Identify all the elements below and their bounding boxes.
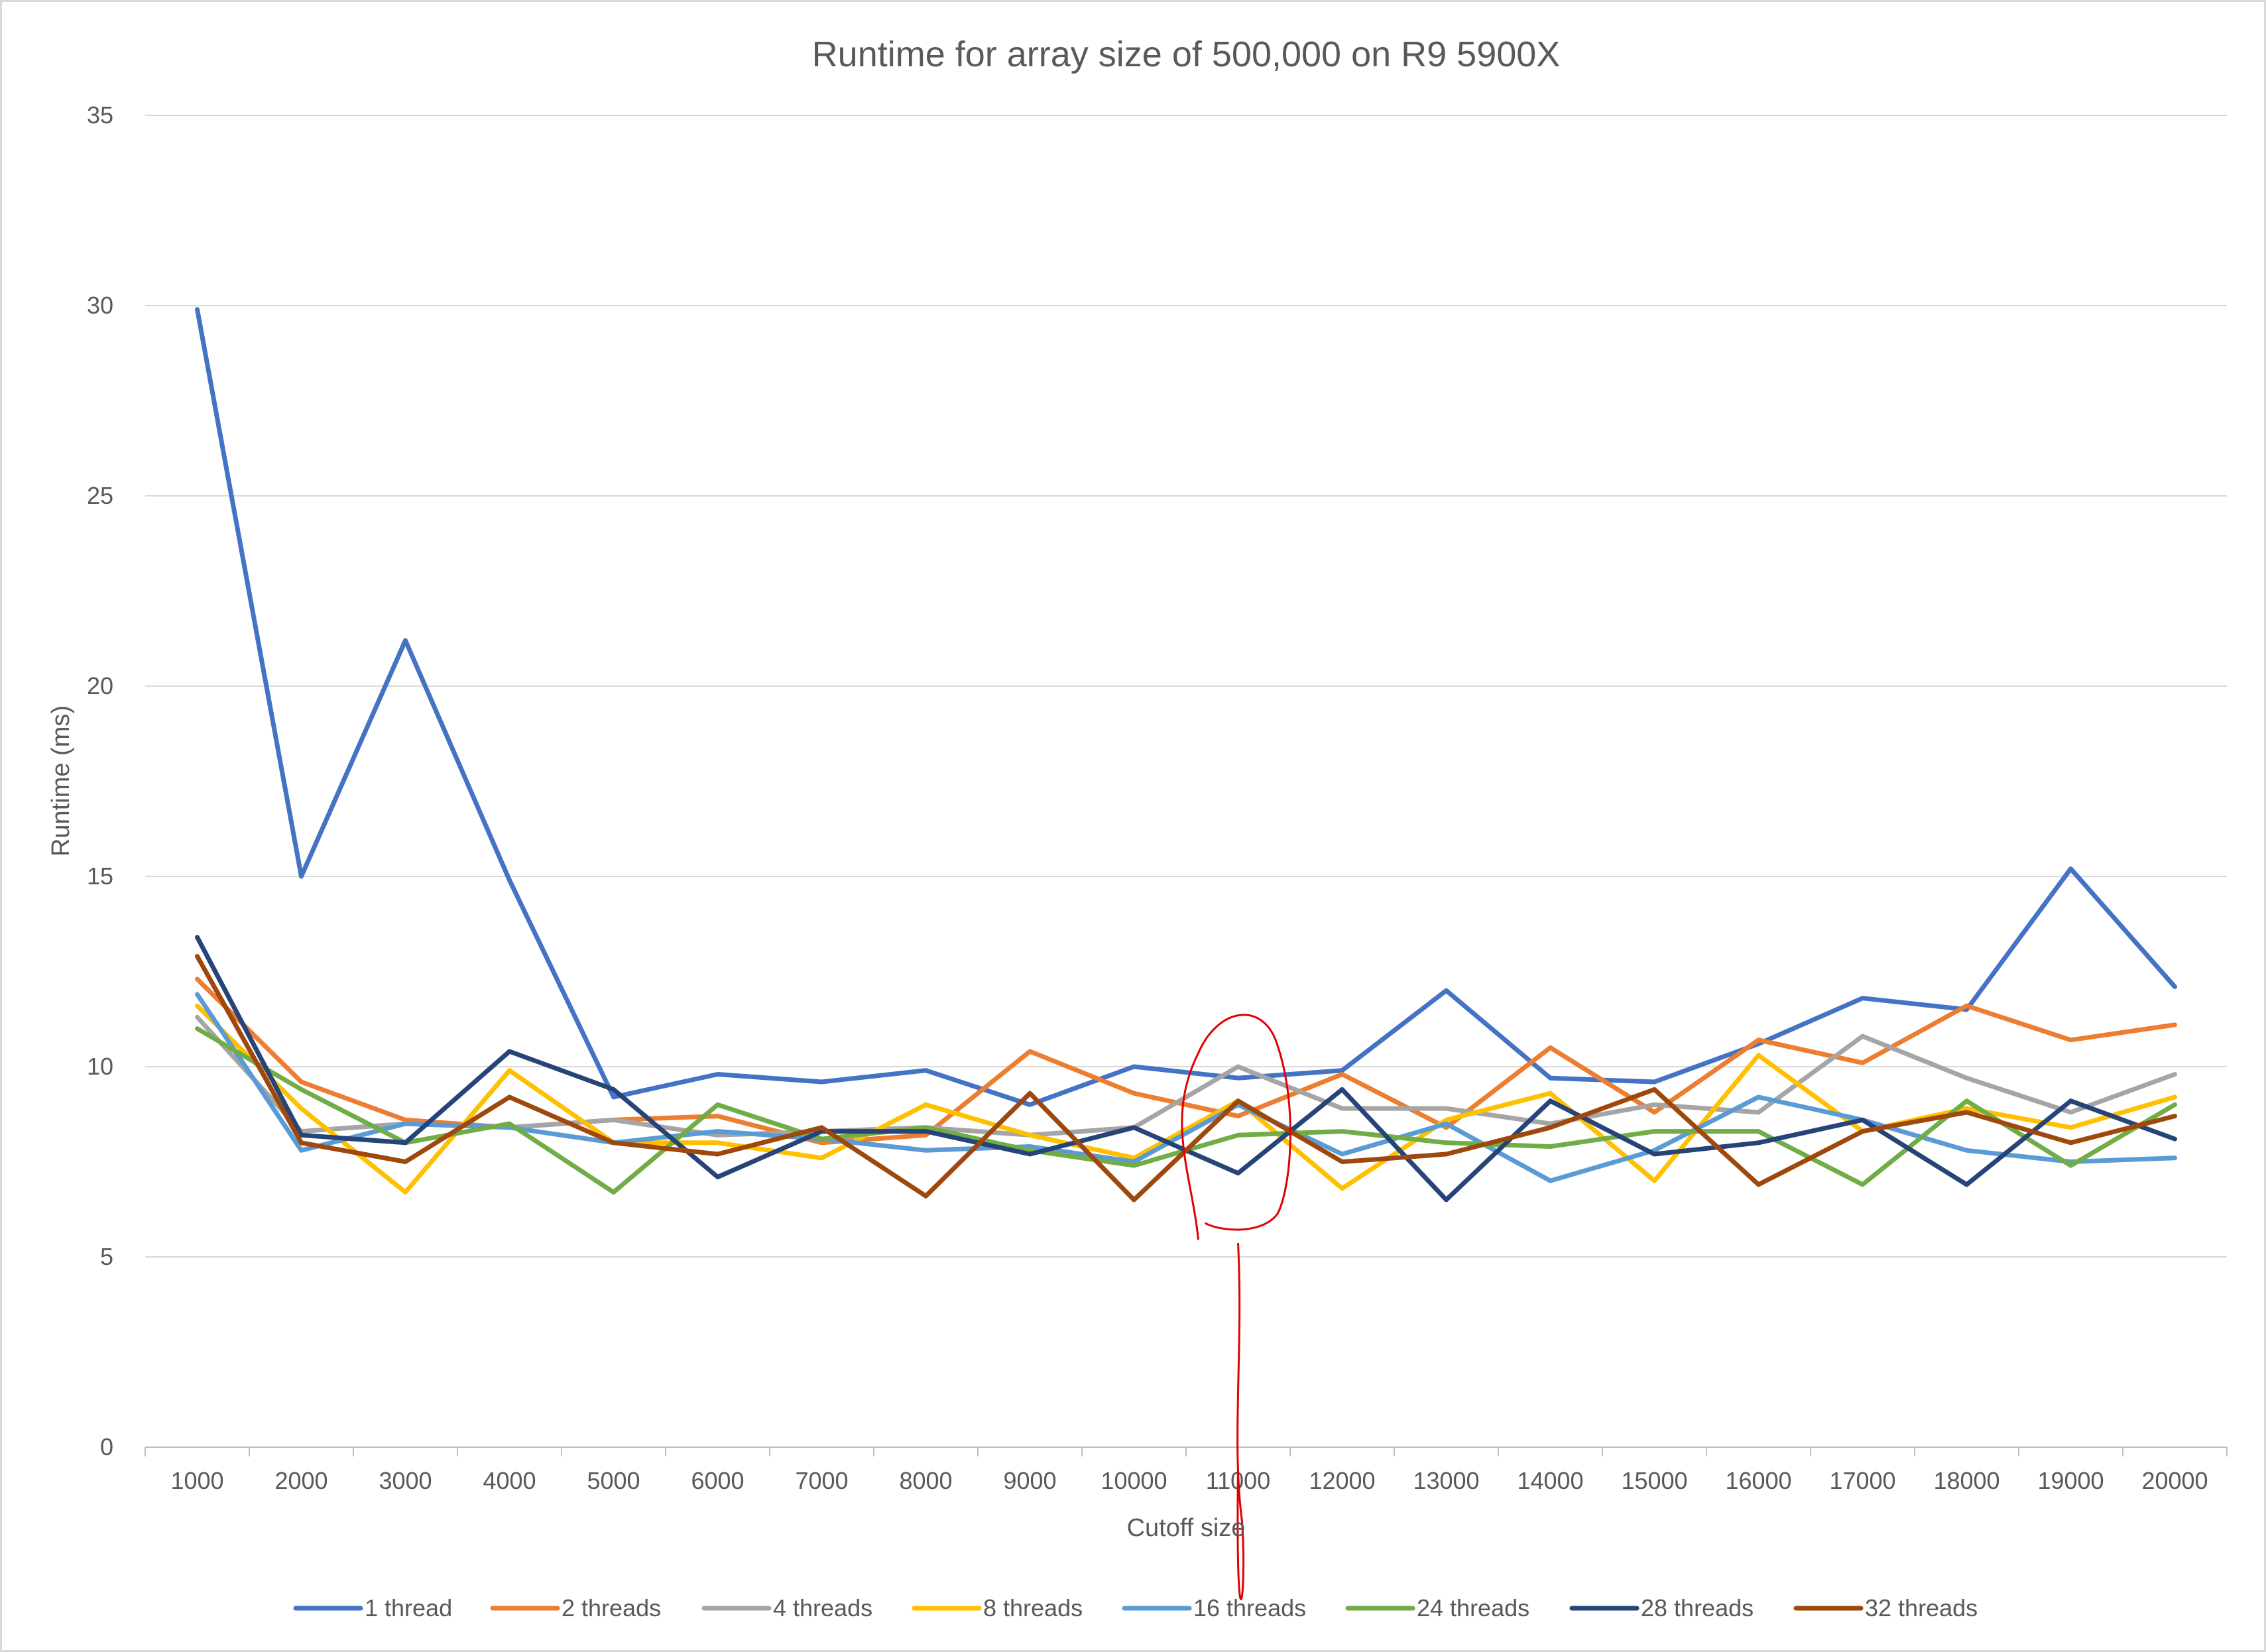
y-tick-label: 0 [100,1433,113,1460]
legend-label: 8 threads [983,1594,1083,1622]
annotation-arrow-line [1236,1243,1245,1600]
series-line-1-thread [195,307,2177,1107]
chart-title: Runtime for array size of 500,000 on R9 … [812,34,1561,74]
x-tick-label: 16000 [1725,1467,1791,1494]
legend-item-28-threads: 28 threads [1569,1594,1754,1622]
y-tick-label: 30 [87,292,113,319]
series-line-16-threads [195,992,2177,1183]
x-tick-label: 1000 [170,1467,223,1494]
x-tick-label: 17000 [1829,1467,1895,1494]
annotation-circle [1181,1014,1291,1240]
legend-item-2-threads: 2 threads [490,1594,661,1622]
legend-label: 1 thread [365,1594,452,1622]
legend-label: 28 threads [1641,1594,1754,1622]
x-tick-label: 3000 [379,1467,432,1494]
series-line-2-threads [195,976,2177,1146]
legend-label: 16 threads [1193,1594,1306,1622]
legend-label: 32 threads [1865,1594,1978,1622]
x-tick-label: 4000 [483,1467,536,1494]
y-tick-label: 5 [100,1243,113,1270]
x-axis-title: Cutoff size [1127,1514,1246,1542]
series-line-32-threads [195,954,2177,1203]
legend: 1 thread 2 threads 4 threads 8 threads 16 th… [293,1594,1978,1622]
x-tick-label: 15000 [1621,1467,1687,1494]
x-tick-label: 7000 [795,1467,848,1494]
y-tick-label: 35 [87,101,113,129]
axes: 0 5 10 15 20 25 30 35 1000 2000 3000 4000 5000 6000 70… [87,101,2228,1494]
legend-label: 24 threads [1417,1594,1529,1622]
legend-item-4-threads: 4 threads [701,1594,872,1622]
y-tick-label: 20 [87,672,113,699]
series-line-8-threads [195,1003,2177,1195]
y-tick-label: 25 [87,482,113,509]
y-tick-label: 10 [87,1053,113,1080]
series-lines [195,307,2177,1203]
y-axis-title: Runtime (ms) [47,705,75,856]
x-tick-label: 13000 [1413,1467,1479,1494]
x-tick-label: 19000 [2037,1467,2104,1494]
x-tick-label: 10000 [1101,1467,1167,1494]
legend-label: 4 threads [773,1594,872,1622]
legend-item-32-threads: 32 threads [1793,1594,1978,1622]
x-tick-label: 8000 [899,1467,952,1494]
legend-item-16-threads: 16 threads [1122,1594,1306,1622]
legend-label: 2 threads [562,1594,661,1622]
legend-item-8-threads: 8 threads [912,1594,1083,1622]
legend-item-1-thread: 1 thread [293,1594,452,1622]
annotations [1181,1014,1291,1600]
x-tick-label: 18000 [1933,1467,1999,1494]
x-tick-label: 14000 [1517,1467,1583,1494]
x-tick-label: 20000 [2141,1467,2208,1494]
series-line-4-threads [195,1014,2177,1138]
x-tick-label: 9000 [1003,1467,1056,1494]
legend-item-24-threads: 24 threads [1345,1594,1529,1622]
x-tick-label: 2000 [274,1467,328,1494]
x-tick-label: 12000 [1309,1467,1375,1494]
x-tick-label: 6000 [691,1467,744,1494]
x-tick-label: 5000 [587,1467,640,1494]
y-tick-label: 15 [87,862,113,890]
